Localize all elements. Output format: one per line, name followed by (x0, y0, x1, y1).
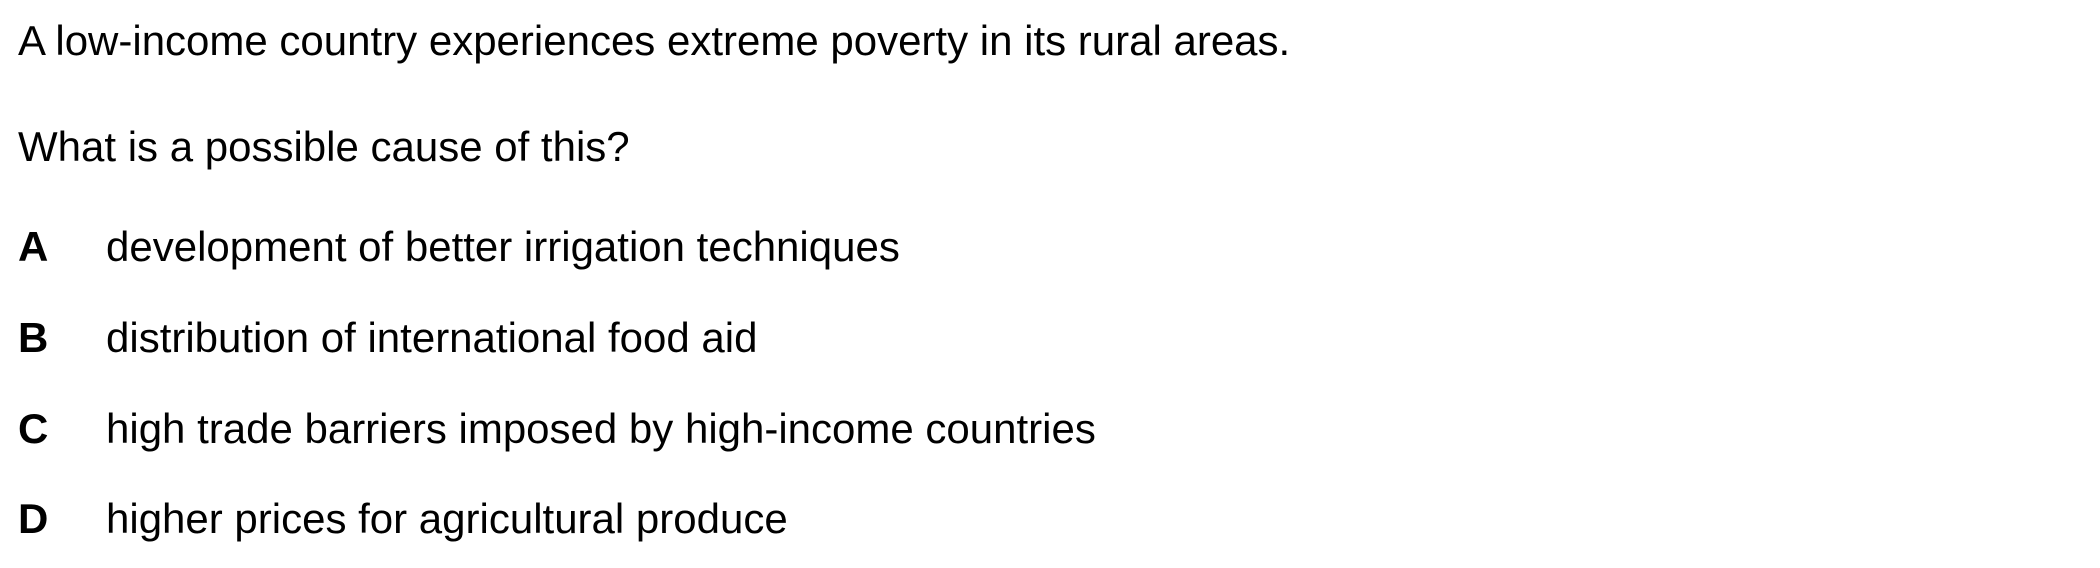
option-b[interactable]: B distribution of international food aid (18, 313, 2018, 369)
option-letter: D (18, 495, 49, 542)
option-d[interactable]: D higher prices for agricultural produce (18, 494, 2018, 550)
question-context: A low-income country experiences extreme… (18, 17, 1291, 64)
option-text: higher prices for agricultural produce (106, 495, 788, 542)
option-letter: A (18, 223, 49, 270)
option-text: distribution of international food aid (106, 314, 758, 361)
option-a[interactable]: A development of better irrigation techn… (18, 222, 2018, 278)
option-letter: C (18, 405, 49, 452)
option-letter: B (18, 314, 49, 361)
option-text: high trade barriers imposed by high-inco… (106, 405, 1096, 452)
option-c[interactable]: C high trade barriers imposed by high-in… (18, 404, 2018, 460)
question-prompt: What is a possible cause of this? (18, 123, 630, 170)
option-text: development of better irrigation techniq… (106, 223, 900, 270)
